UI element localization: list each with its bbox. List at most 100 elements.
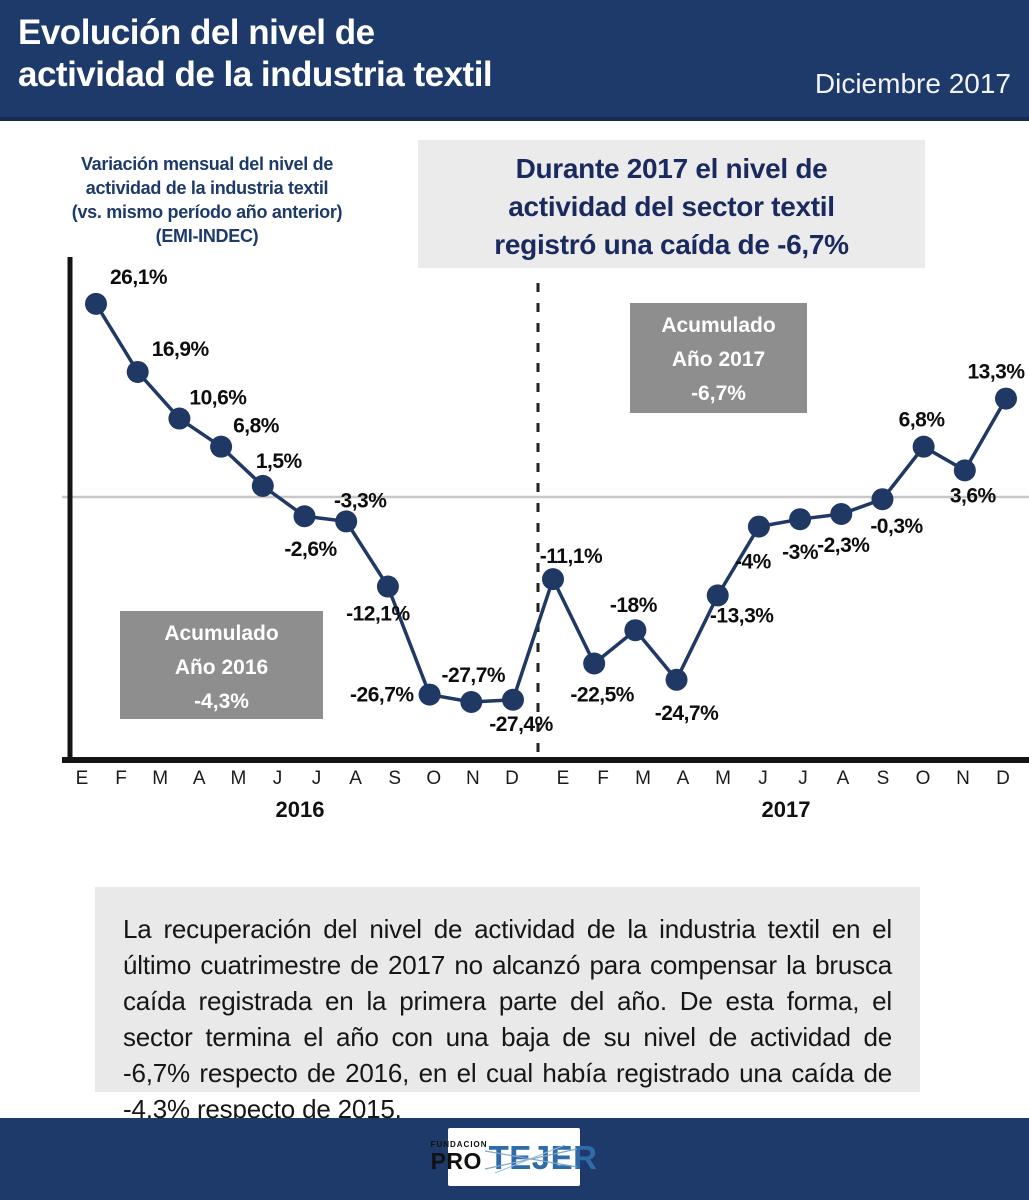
data-point [293,505,316,528]
page-title-line2: actividad de la industria textil [18,55,493,94]
accumulated-2016-box: Acumulado Año 2016 -4,3% [120,611,323,719]
data-label: 26,1% [110,266,168,289]
data-label: 6,8% [233,415,280,438]
month-label: D [505,768,519,789]
data-point [830,503,853,526]
data-point [460,690,483,713]
key-message-line: actividad del sector textil [508,191,835,222]
month-label: O [916,768,931,789]
data-label: -4% [735,551,772,574]
data-point [376,575,399,598]
summary-paragraph: La recuperación del nivel de actividad d… [95,887,920,1124]
data-label: -2,6% [284,538,337,561]
accumulated-2016-line: Año 2016 [174,656,269,679]
activity-line-chart: 26,1% 16,9% 10,6% 6,8% 1,5% -2,6% -3,3% -12,1% -… [62,257,1029,822]
logo-pro-text: PRO [430,1148,482,1174]
page-title-line1: Evolución del nivel de [18,13,375,52]
logo-left-column: FUNDACION PRO [431,1141,488,1173]
accumulated-2017-value: -6,7% [691,382,746,405]
data-label: -0,3% [870,515,923,538]
month-label: F [115,768,127,789]
month-label: J [273,768,283,789]
data-point [871,488,894,511]
accumulated-2016-line: Acumulado [164,622,279,645]
month-label: A [677,768,690,789]
chart-subtitle-line: actividad de la industria textil [85,178,329,198]
year-label: 2016 [276,797,325,822]
data-point [624,619,647,642]
data-label: 1,5% [256,450,303,473]
data-label: 3,6% [950,484,997,507]
footer-band: FUNDACION PRO TEJER [0,1118,1029,1200]
data-label: 16,9% [152,338,210,361]
data-point [418,683,441,706]
data-point [85,292,107,315]
data-point [542,568,564,591]
header-band: Evolución del nivel de actividad de la i… [0,0,1029,121]
chart-subtitle-line: (vs. mismo período año anterior) [71,202,343,222]
accumulated-2017-line: Acumulado [661,314,776,337]
month-label: M [230,768,246,789]
data-label: 10,6% [189,387,247,410]
logo-tejer-word: TEJER [488,1138,598,1176]
data-label: -26,7% [350,684,414,707]
data-point [706,584,729,607]
accumulated-2017-line: Año 2017 [671,348,766,371]
protejer-logo: FUNDACION PRO TEJER [431,1128,597,1186]
page-title: Evolución del nivel de actividad de la i… [18,12,493,96]
data-label: -22,5% [570,684,634,707]
data-label: 13,3% [967,361,1025,384]
month-label: A [349,768,362,789]
data-label: -27,4% [489,713,553,736]
month-label: S [388,768,401,789]
data-point [502,688,524,711]
key-message-line: registró una caída de -6,7% [494,229,849,260]
month-label: J [312,768,322,789]
data-point [210,435,233,458]
key-message-line: Durante 2017 el nivel de [515,153,828,184]
data-point [995,387,1017,410]
month-label: E [557,768,570,789]
data-point [789,508,812,531]
month-label: A [193,768,206,789]
data-label: -3,3% [334,489,387,512]
month-label: M [635,768,651,789]
month-label: D [996,768,1010,789]
data-point [953,459,976,482]
data-point [168,407,191,430]
chart-subtitle-line: (EMI-INDEC) [155,226,259,246]
accumulated-2016-value: -4,3% [194,690,249,713]
chart-subtitle-line: Variación mensual del nivel de [80,154,334,174]
data-label: -27,7% [442,664,506,687]
month-label: J [798,768,808,789]
month-label: M [715,768,731,789]
month-label: A [837,768,850,789]
month-label: M [152,768,168,789]
data-point [126,360,149,383]
data-point [665,668,688,691]
accumulated-2017-box: Acumulado Año 2017 -6,7% [630,303,807,413]
data-label: 6,8% [899,409,946,432]
month-label: E [76,768,89,789]
data-point [912,435,935,458]
data-point [335,510,358,533]
data-label: -11,1% [540,545,603,568]
data-label: -12,1% [346,603,410,626]
month-label: J [758,768,768,789]
logo-fundacion-text: FUNDACION [430,1140,488,1149]
data-point [583,652,606,675]
month-label: O [426,768,441,789]
key-message-box: Durante 2017 el nivel de actividad del s… [418,140,925,268]
month-label: N [466,768,480,789]
data-label: -18% [610,594,658,617]
data-label: -24,7% [655,702,719,725]
report-date: Diciembre 2017 [814,68,1011,99]
logo-tejer-text: TEJER [484,1138,598,1176]
month-label: F [597,768,609,789]
chart-subtitle: Variación mensual del nivel de actividad… [62,152,352,248]
data-label: -13,3% [710,604,774,627]
data-point [747,515,770,538]
month-label: N [956,768,970,789]
year-label: 2017 [762,797,811,822]
